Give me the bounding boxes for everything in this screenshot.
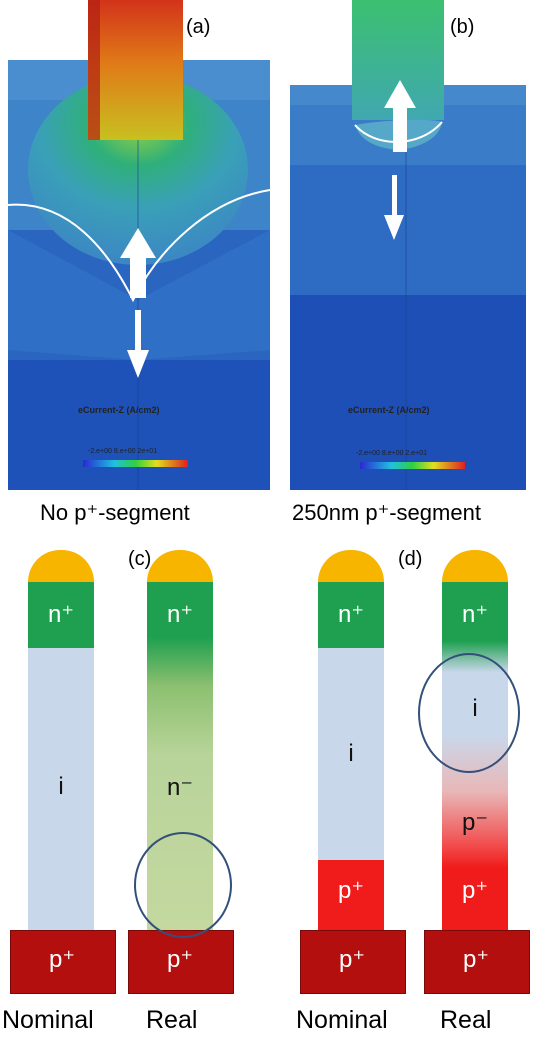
c-nominal-caption: Nominal: [2, 1006, 94, 1034]
panel-a: (a) eCurrent-Z (A/cm2) -2.e+00 8.e+00 2e…: [7, 0, 271, 490]
panel-b-label: (b): [450, 16, 475, 38]
d-nominal-i-label: i: [348, 740, 354, 767]
d-real-n-plus-label: n⁺: [461, 601, 488, 628]
c-real-highlight-ellipse: [134, 832, 232, 938]
d-real-p-minus-label: p⁻: [461, 809, 488, 836]
c-real-caption: Real: [146, 1006, 198, 1034]
d-nominal-n-plus-label: n⁺: [337, 601, 364, 628]
legend-b-ticks: -2.e+00 8.e+00 2.e+01: [356, 450, 428, 457]
c-nominal-i-label: i: [58, 773, 64, 800]
panel-c-label: (c): [128, 548, 152, 570]
panel-b-caption: 250nm p⁺-segment: [292, 500, 481, 525]
d-nominal-p-plus-label: p⁺: [337, 877, 364, 904]
d-nominal-base-label: p⁺: [338, 946, 365, 973]
c-nominal-n-plus-label: n⁺: [47, 601, 74, 628]
c-real-p-plus-label: p⁺: [166, 946, 193, 973]
panel-d-label: (d): [398, 548, 423, 570]
legend-b-title: eCurrent-Z (A/cm2): [348, 405, 430, 415]
panel-a-simulation: [7, 0, 271, 490]
c-nominal-p-plus-label: p⁺: [48, 946, 75, 973]
d-nominal-caption: Nominal: [296, 1006, 388, 1034]
c-real-n-minus-label: n⁻: [166, 774, 193, 801]
panel-a-label: (a): [186, 16, 211, 38]
arrow-up-icon: [384, 80, 416, 152]
d-real-base-label: p⁺: [462, 946, 489, 973]
legend-a-title: eCurrent-Z (A/cm2): [78, 405, 160, 415]
d-real-i-label: i: [472, 695, 478, 722]
arrow-down-icon: [127, 310, 149, 378]
legend-a-ticks: -2.e+00 8.e+00 2e+01: [88, 448, 158, 455]
arrow-up-icon: [120, 228, 156, 298]
d-real-highlight-ellipse: [418, 653, 520, 773]
d-real-p-plus-label: p⁺: [461, 877, 488, 904]
panel-a-caption: No p⁺-segment: [40, 500, 190, 525]
c-real-n-plus-label: n⁺: [166, 601, 193, 628]
d-real-caption: Real: [440, 1006, 492, 1034]
panel-b-simulation: [290, 0, 526, 490]
arrow-down-icon: [384, 175, 404, 240]
panel-b: (b) eCurrent-Z (A/cm2) -2.e+00 8.e+00 2.…: [290, 0, 526, 490]
